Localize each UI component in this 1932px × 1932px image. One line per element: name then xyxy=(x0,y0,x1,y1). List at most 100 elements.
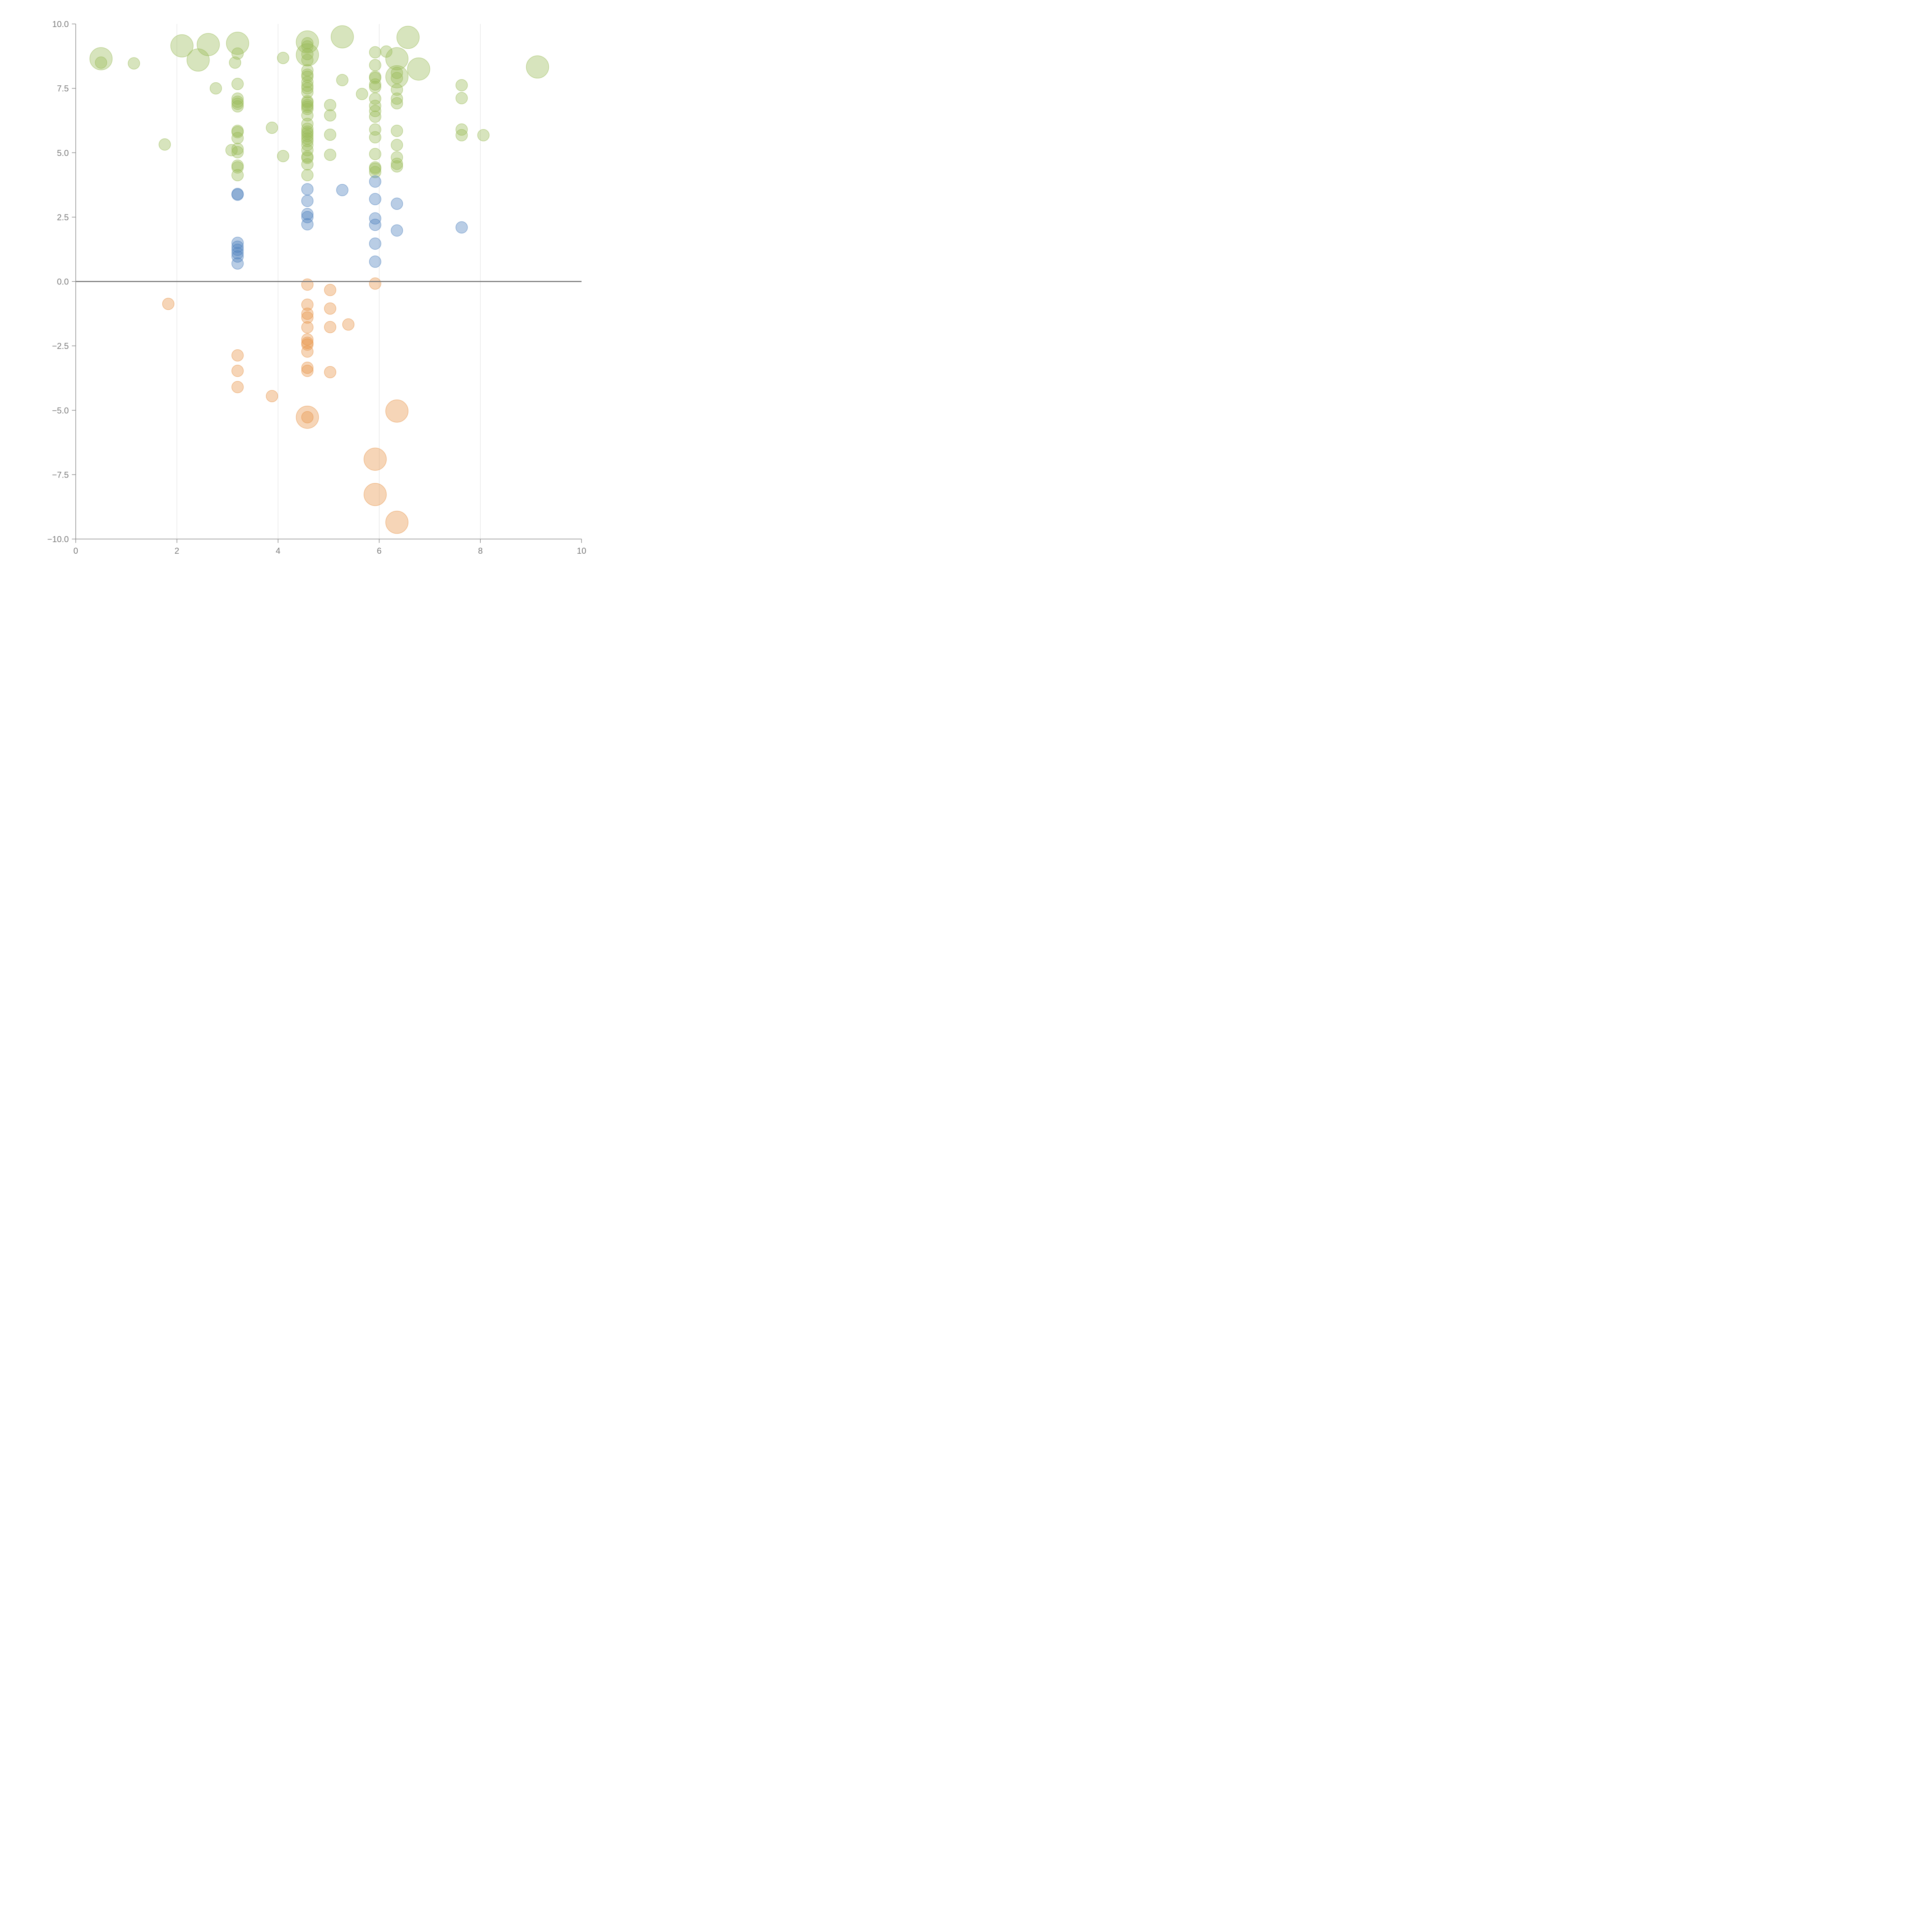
green-point xyxy=(369,92,381,105)
green-point xyxy=(391,92,403,105)
orange-point xyxy=(301,338,314,351)
orange-point xyxy=(301,321,314,333)
green-point xyxy=(324,128,337,141)
green-point xyxy=(369,162,381,175)
green-point xyxy=(369,148,381,160)
green-point xyxy=(391,160,403,173)
orange-point xyxy=(301,365,314,377)
blue-point xyxy=(369,212,381,224)
green-point xyxy=(369,59,381,71)
blue-point xyxy=(301,211,314,223)
orange-point xyxy=(266,390,278,402)
green-point xyxy=(296,30,319,54)
blue-point xyxy=(369,219,381,231)
green-point xyxy=(356,88,368,100)
blue-point xyxy=(301,208,314,220)
orange-point xyxy=(301,411,314,423)
blue-point xyxy=(231,189,244,201)
x-tick-label: 10 xyxy=(577,546,586,556)
orange-point xyxy=(301,333,314,346)
green-point xyxy=(231,47,244,60)
orange-point xyxy=(324,302,337,315)
green-point xyxy=(301,130,314,142)
green-point xyxy=(391,158,403,170)
y-tick-label: 0.0 xyxy=(57,277,69,287)
green-point xyxy=(385,47,408,70)
green-point xyxy=(229,56,242,69)
green-point xyxy=(391,66,403,79)
blue-point xyxy=(231,240,244,253)
orange-point xyxy=(231,365,244,377)
y-tick-label: −5.0 xyxy=(52,406,69,415)
green-point xyxy=(391,151,403,163)
green-point xyxy=(301,80,314,92)
green-point xyxy=(231,146,244,158)
green-point xyxy=(226,32,249,55)
x-tick-label: 0 xyxy=(73,546,78,556)
y-tick-label: −7.5 xyxy=(52,470,69,480)
y-tick-label: 5.0 xyxy=(57,148,69,158)
green-point xyxy=(277,52,289,64)
green-point xyxy=(526,55,549,79)
blue-point xyxy=(456,221,468,234)
orange-point xyxy=(301,362,314,374)
orange-point xyxy=(231,381,244,393)
green-point xyxy=(396,26,420,49)
green-point xyxy=(456,79,468,92)
orange-point xyxy=(301,298,314,311)
scatter-chart: 10.0 7.5 5.0 2.5 0.0 −2.5 −5.0 −7.5 −10.0 0 2 4 6 8 10 xyxy=(47,19,586,556)
y-tick-label: 10.0 xyxy=(52,19,69,29)
blue-point xyxy=(231,247,244,259)
points-layer xyxy=(89,25,549,534)
orange-point xyxy=(296,405,319,429)
green-point xyxy=(301,96,314,109)
green-point xyxy=(277,150,289,162)
y-tick-label: 2.5 xyxy=(57,213,69,222)
green-point xyxy=(301,151,314,164)
orange-point xyxy=(385,510,408,534)
orange-point xyxy=(324,321,337,333)
blue-point xyxy=(301,218,314,231)
blue-point xyxy=(369,237,381,250)
green-point xyxy=(158,138,171,151)
green-point xyxy=(324,99,337,111)
blue-point xyxy=(391,197,403,210)
green-point xyxy=(456,92,468,104)
green-point xyxy=(231,78,244,90)
orange-point xyxy=(301,278,314,291)
green-point xyxy=(301,169,314,181)
green-point xyxy=(391,139,403,151)
green-point xyxy=(301,82,314,95)
orange-point xyxy=(385,399,408,423)
orange-point xyxy=(231,349,244,362)
green-point xyxy=(296,43,319,66)
orange-point xyxy=(301,311,314,324)
green-point xyxy=(369,111,381,123)
green-point xyxy=(477,129,490,141)
green-point xyxy=(391,83,403,96)
blue-point xyxy=(336,184,349,196)
orange-point xyxy=(301,308,314,320)
green-point xyxy=(209,82,222,95)
orange-point xyxy=(324,284,337,296)
green-point xyxy=(95,56,107,69)
green-point xyxy=(301,103,314,115)
green-point xyxy=(301,109,314,122)
orange-point xyxy=(324,366,337,378)
green-point xyxy=(170,34,194,58)
green-point xyxy=(331,25,354,49)
blue-point xyxy=(369,175,381,188)
green-point xyxy=(369,131,381,144)
orange-point xyxy=(369,277,381,290)
orange-point xyxy=(342,318,355,331)
green-point xyxy=(369,81,381,94)
blue-point xyxy=(301,183,314,196)
green-point xyxy=(266,121,278,134)
blue-point xyxy=(231,236,244,249)
blue-point xyxy=(231,243,244,256)
green-point xyxy=(301,135,314,148)
x-tick-label: 4 xyxy=(276,546,280,556)
green-point xyxy=(391,124,403,137)
green-point xyxy=(231,97,244,110)
green-point xyxy=(301,37,314,49)
